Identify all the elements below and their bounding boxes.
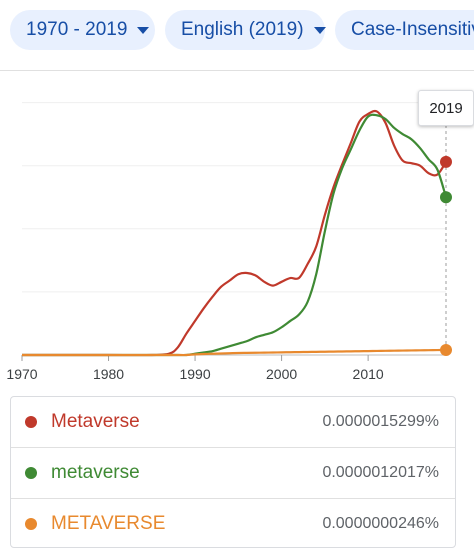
x-tick-label: 2000 (266, 366, 297, 382)
series-end-marker (440, 343, 452, 356)
series-color-dot (25, 518, 37, 530)
series-line (21, 348, 447, 357)
case-sensitivity-label: Case-Insensitive (351, 19, 474, 40)
legend-term: metaverse (51, 462, 140, 483)
case-sensitivity-dropdown[interactable]: Case-Insensitive (335, 10, 474, 50)
tooltip-year: 2019 (429, 99, 463, 117)
series-end-marker (440, 191, 452, 204)
legend: Metaverse 0.0000015299% metaverse 0.0000… (10, 396, 456, 548)
legend-value: 0.0000015299% (322, 413, 439, 430)
legend-row-metaverse-title[interactable]: Metaverse 0.0000015299% (11, 397, 455, 448)
x-tick-label: 2010 (353, 366, 384, 382)
date-range-dropdown[interactable]: 1970 - 2019 (10, 10, 155, 50)
legend-value: 0.0000012017% (322, 464, 439, 481)
series-end-marker (440, 155, 452, 168)
grid (22, 102, 446, 293)
corpus-dropdown[interactable]: English (2019) (165, 10, 326, 50)
chevron-down-icon (313, 26, 326, 34)
legend-row-metaverse-upper[interactable]: METAVERSE 0.0000000246% (11, 499, 455, 549)
x-tick-label: 1990 (179, 366, 210, 382)
legend-term: Metaverse (51, 411, 140, 432)
x-tick-label: 1980 (93, 366, 124, 382)
x-tick-label: 1970 (6, 366, 37, 382)
legend-term: METAVERSE (51, 513, 166, 534)
series-markers (440, 155, 452, 356)
series-color-dot (25, 467, 37, 479)
legend-row-metaverse-lower[interactable]: metaverse 0.0000012017% (11, 448, 455, 499)
x-axis: 1970 1980 1990 2000 2010 (6, 125, 447, 382)
ngram-line-chart: 1970 1980 1990 2000 2010 (6, 102, 452, 382)
year-tooltip: 2019 (418, 90, 474, 126)
legend-value: 0.0000000246% (322, 515, 439, 532)
filter-bar: 1970 - 2019 English (2019) Case-Insensit… (0, 0, 474, 62)
date-range-label: 1970 - 2019 (26, 19, 128, 40)
series-line (21, 109, 447, 357)
chevron-down-icon (137, 26, 150, 34)
series-line (21, 113, 448, 357)
divider (0, 70, 474, 71)
series-color-dot (25, 416, 37, 428)
series-lines (21, 109, 448, 357)
corpus-label: English (2019) (181, 19, 304, 40)
